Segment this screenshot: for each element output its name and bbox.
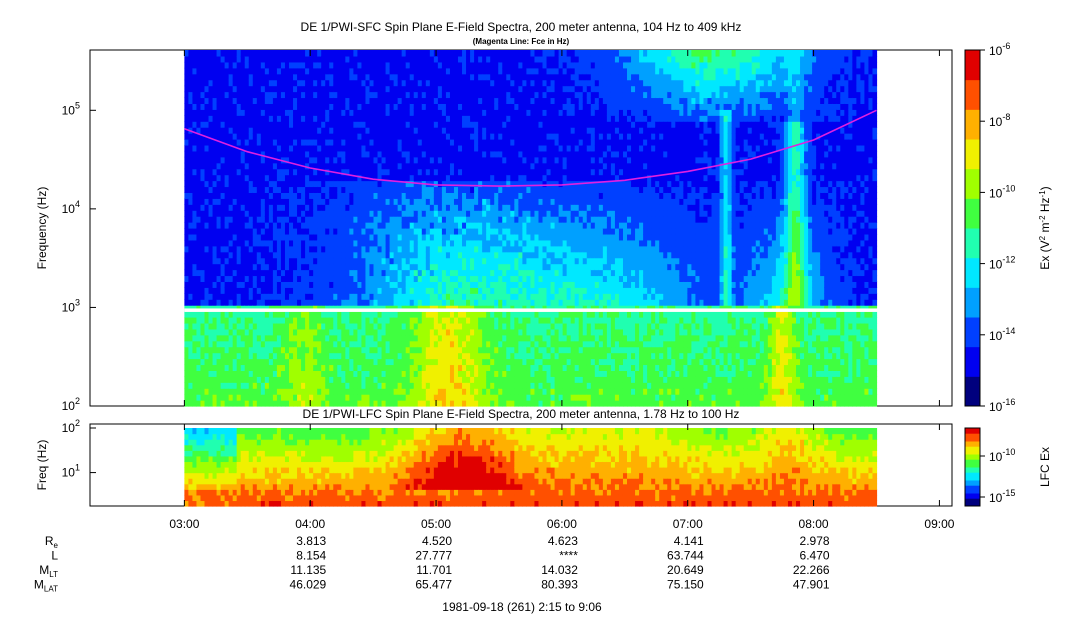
top-colorbar-frame [964,49,981,407]
bottom-heatmap [184,428,878,507]
bottom-colorbar-label: LFC Ex [1038,447,1052,487]
top-panel-title: DE 1/PWI-SFC Spin Plane E-Field Spectra,… [301,20,742,34]
bottom-y-axis-label: Freq (Hz) [35,440,49,491]
top-panel-subtitle: (Magenta Line: Fce in Hz) [473,37,570,46]
top-y-axis-label: Frequency (Hz) [35,187,49,270]
bottom-colorbar-frame [964,427,981,507]
fce-magenta-line [184,109,877,187]
top-colorbar-gradient [965,50,980,407]
time-range-label: 1981-09-18 (261) 2:15 to 9:06 [442,600,602,614]
top-heatmap [184,50,878,407]
time-axis: 03:00 04:00 05:00 06:00 07:00 08:00 09:00 [169,50,955,531]
top-colorbar-label: Ex (V2 m-2 Hz-1) [1038,186,1052,269]
bottom-colorbar-gradient [965,428,980,507]
bottom-panel-title: DE 1/PWI-LFC Spin Plane E-Field Spectra,… [303,407,740,421]
